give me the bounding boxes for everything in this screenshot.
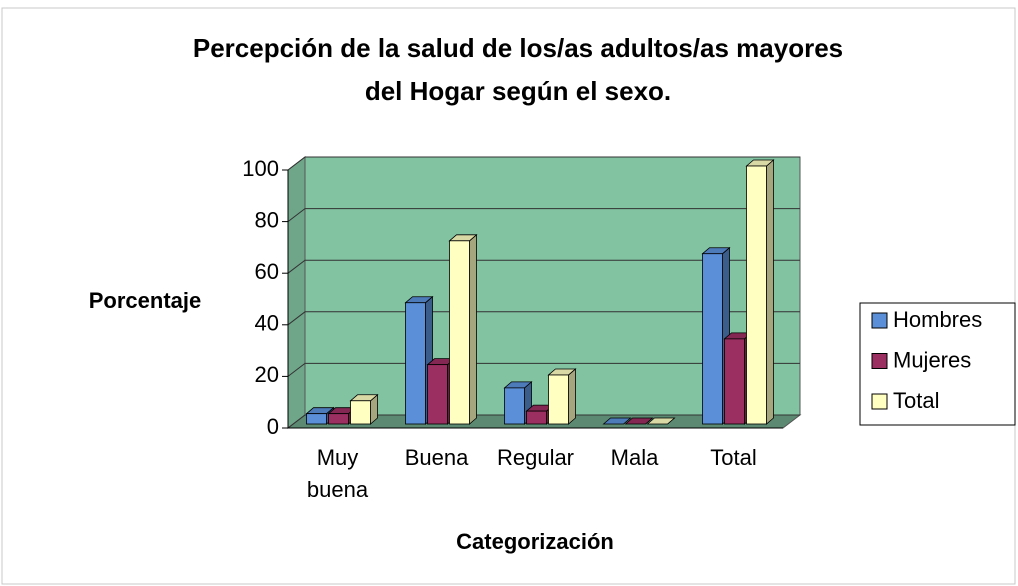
- x-axis-label: Categorización: [456, 529, 614, 554]
- bar-top: [646, 417, 676, 425]
- chart-title: del Hogar según el sexo.: [365, 76, 671, 106]
- x-tick-label: Buena: [404, 445, 469, 470]
- grid-line: [287, 259, 800, 274]
- grid-line: [287, 311, 800, 326]
- legend-label: Mujeres: [893, 347, 971, 372]
- y-tick-label: 100: [242, 156, 279, 181]
- y-tick-label: 60: [255, 259, 279, 284]
- legend-label: Hombres: [893, 307, 982, 332]
- y-tick-label: 20: [255, 362, 279, 387]
- bar: [526, 410, 547, 425]
- x-tick-label: Total: [710, 445, 757, 470]
- x-tick-label: Mala: [610, 445, 659, 470]
- bar: [702, 253, 723, 425]
- y-tick-label: 0: [267, 414, 279, 439]
- bar: [427, 364, 448, 425]
- bar: [548, 374, 569, 425]
- y-tick-label: 40: [255, 311, 279, 336]
- bar: [350, 400, 371, 425]
- bar: [306, 413, 327, 425]
- bar-side: [766, 159, 774, 425]
- x-tick-label: Regular: [496, 445, 575, 470]
- bar: [504, 387, 525, 425]
- bar: [724, 338, 745, 425]
- legend-label: Total: [893, 388, 939, 413]
- grid-line: [287, 414, 800, 429]
- grid-line: [287, 362, 800, 377]
- bar: [449, 240, 470, 425]
- grid-line: [287, 156, 800, 171]
- chart-title: Percepción de la salud de los/as adultos…: [193, 33, 843, 63]
- bar-side: [469, 233, 477, 425]
- y-tick-label: 80: [255, 207, 279, 232]
- bar-top: [624, 417, 654, 425]
- legend-swatch: [871, 312, 888, 329]
- bar-side: [568, 368, 576, 425]
- bar: [328, 413, 349, 425]
- bar: [405, 302, 426, 425]
- bar-top: [602, 417, 632, 425]
- bar: [746, 165, 767, 425]
- y-axis-label: Porcentaje: [89, 288, 202, 313]
- grid-line: [287, 208, 800, 222]
- chart-border: [1, 7, 1016, 585]
- x-tick-label: Muy buena: [306, 445, 369, 502]
- legend-swatch: [871, 393, 888, 410]
- side-wall: [287, 155, 306, 430]
- legend-swatch: [871, 353, 888, 369]
